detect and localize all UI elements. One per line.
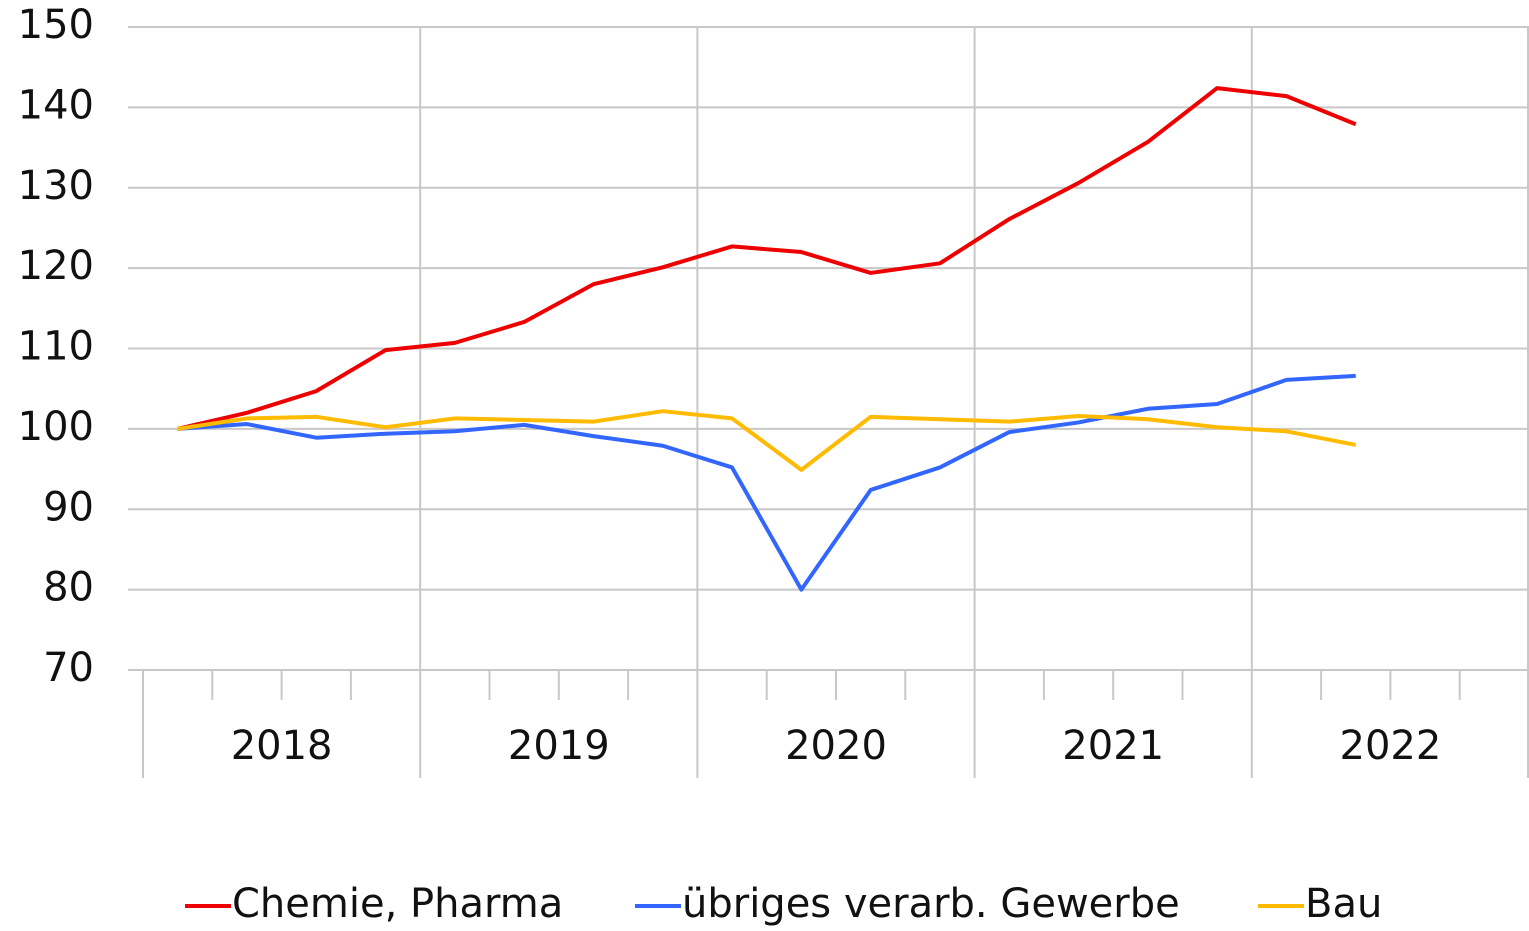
y-tick-label: 150 — [18, 2, 94, 48]
x-group-label: 2020 — [785, 723, 887, 769]
x-group-label: 2018 — [231, 723, 333, 769]
y-tick-label: 80 — [43, 565, 94, 611]
x-group-label: 2021 — [1062, 723, 1164, 769]
y-tick-label: 90 — [43, 484, 94, 530]
y-tick-label: 100 — [18, 404, 94, 450]
x-group-label: 2022 — [1340, 723, 1442, 769]
y-tick-label: 130 — [18, 163, 94, 209]
legend-label: Chemie, Pharma — [232, 881, 563, 927]
legend-label: übriges verarb. Gewerbe — [682, 881, 1180, 927]
series-line — [177, 373, 1356, 592]
legend-label: Bau — [1305, 881, 1382, 927]
series-line — [177, 86, 1357, 431]
y-tick-label: 110 — [18, 324, 94, 370]
x-group-label: 2019 — [508, 723, 610, 769]
y-tick-label: 120 — [18, 243, 94, 289]
y-tick-label: 70 — [43, 645, 94, 691]
series-line — [177, 409, 1357, 472]
y-tick-label: 140 — [18, 82, 94, 128]
